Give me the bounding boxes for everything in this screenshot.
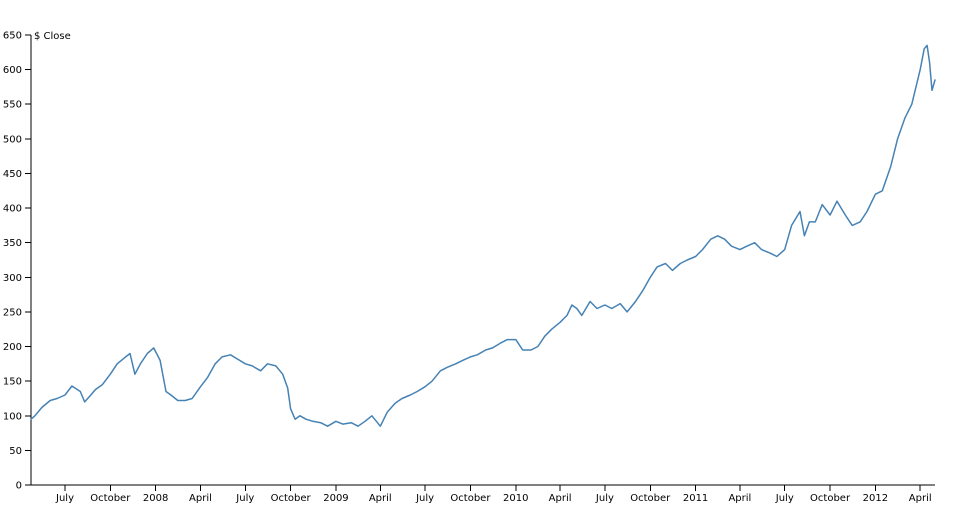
x-tick-label: July [775, 493, 794, 504]
x-tick-label: April [189, 493, 212, 504]
close-price-line [30, 44, 936, 427]
x-tick-label: 2009 [323, 493, 348, 504]
x-tick-label: 2010 [503, 493, 528, 504]
x-tick-label: 2008 [143, 493, 168, 504]
y-tick-label: 100 [3, 411, 22, 422]
plot-area [30, 44, 936, 427]
x-tick-label: October [90, 493, 131, 504]
x-axis: July October 2008 April July October 2009 April… [31, 484, 935, 504]
x-tick-label: April [909, 493, 932, 504]
x-tick-label: October [810, 493, 851, 504]
x-tick-label: 2011 [683, 493, 708, 504]
y-tick-label: 600 [3, 65, 22, 76]
y-tick-label: 300 [3, 273, 22, 284]
y-tick-label: 400 [3, 204, 22, 215]
x-tick-label: July [235, 493, 254, 504]
y-tick-label: 0 [16, 481, 22, 492]
y-tick-label: 650 [3, 31, 22, 42]
y-tick-label: 50 [9, 446, 22, 457]
x-tick-label: July [415, 493, 434, 504]
x-tick-label: October [630, 493, 671, 504]
y-tick-label: 500 [3, 134, 22, 145]
y-tick-label: 350 [3, 238, 22, 249]
y-tick-label: 200 [3, 342, 22, 353]
x-tick-label: April [728, 493, 751, 504]
x-tick-label: July [55, 493, 74, 504]
x-tick-label: October [271, 493, 312, 504]
y-tick-label: 550 [3, 100, 22, 111]
x-tick-label: 2012 [863, 493, 888, 504]
y-tick-label: 250 [3, 307, 22, 318]
y-axis-label: $ Close [34, 31, 71, 42]
y-tick-label: 450 [3, 169, 22, 180]
x-tick-label: July [595, 493, 614, 504]
x-tick-label: April [369, 493, 392, 504]
x-tick-label: October [450, 493, 491, 504]
y-axis: 0 50 100 150 200 250 300 350 400 450 500 550 600 650 [3, 31, 32, 492]
y-tick-label: 150 [3, 377, 22, 388]
x-tick-label: April [549, 493, 572, 504]
